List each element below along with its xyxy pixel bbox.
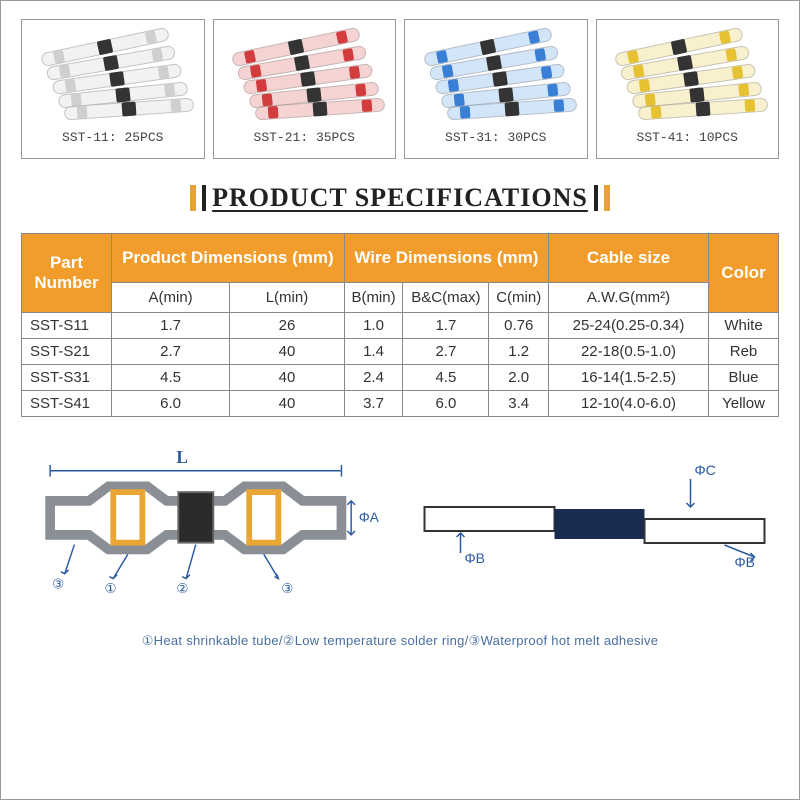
table-cell: 2.4 (344, 365, 403, 391)
callout-1: ① (105, 581, 117, 596)
title-bar-black-left (202, 185, 206, 211)
table-cell: 22-18(0.5-1.0) (549, 339, 709, 365)
product-card: SST-11: 25PCS (21, 19, 205, 159)
spec-table: Part Number Product Dimensions (mm) Wire… (21, 233, 779, 417)
table-cell: 4.5 (403, 365, 489, 391)
sub-b: B(min) (344, 283, 403, 313)
callout-3a: ③ (52, 576, 64, 591)
sub-a: A(min) (112, 283, 230, 313)
label-l: L (176, 447, 188, 467)
product-thumbnail-row: SST-11: 25PCS SST-21: 35PCS SST-31: 30PCS S… (21, 19, 779, 159)
label-phi-c: ΦC (695, 462, 716, 478)
diagram-legend: ①Heat shrinkable tube/②Low temperature s… (21, 633, 779, 649)
th-wire-dim: Wire Dimensions (mm) (344, 234, 548, 283)
product-image (409, 26, 583, 126)
table-cell: SST-S41 (22, 391, 112, 417)
table-row: SST-S416.0403.76.03.412-10(4.0-6.0)Yello… (22, 391, 779, 417)
table-cell: 1.7 (112, 313, 230, 339)
diagram-row: L ΦA (21, 445, 779, 615)
callout-2: ② (176, 581, 188, 596)
table-cell: 2.7 (112, 339, 230, 365)
page-title: PRODUCT SPECIFICATIONS (212, 183, 588, 213)
table-cell: SST-S31 (22, 365, 112, 391)
table-cell: 4.5 (112, 365, 230, 391)
product-image (601, 26, 775, 126)
table-cell: 3.4 (489, 391, 549, 417)
th-cable: Cable size (549, 234, 709, 283)
table-cell: 6.0 (112, 391, 230, 417)
sub-awg: A.W.G(mm²) (549, 283, 709, 313)
table-cell: 40 (230, 391, 345, 417)
title-bar-black-right (594, 185, 598, 211)
label-phi-b-left: ΦB (465, 550, 486, 566)
table-cell: 1.0 (344, 313, 403, 339)
title-bar-yellow-right (604, 185, 610, 211)
label-phi-a: ΦA (359, 510, 380, 525)
table-cell: 40 (230, 365, 345, 391)
connector-body (50, 486, 341, 549)
title-row: PRODUCT SPECIFICATIONS (21, 183, 779, 213)
product-label: SST-21: 35PCS (254, 130, 355, 145)
product-label: SST-41: 10PCS (637, 130, 738, 145)
diagram-connector: L ΦA (21, 445, 390, 615)
table-cell: 0.76 (489, 313, 549, 339)
product-label: SST-31: 30PCS (445, 130, 546, 145)
table-cell: 3.7 (344, 391, 403, 417)
table-cell: 1.7 (403, 313, 489, 339)
th-prod-dim: Product Dimensions (mm) (112, 234, 345, 283)
callout-3b: ③ (281, 581, 293, 596)
table-cell: 2.0 (489, 365, 549, 391)
th-part: Part Number (22, 234, 112, 313)
table-cell: 40 (230, 339, 345, 365)
table-cell: SST-S21 (22, 339, 112, 365)
table-cell: 1.2 (489, 339, 549, 365)
product-card: SST-31: 30PCS (404, 19, 588, 159)
product-label: SST-11: 25PCS (62, 130, 163, 145)
table-row: SST-S314.5402.44.52.016-14(1.5-2.5)Blue (22, 365, 779, 391)
th-color: Color (709, 234, 779, 313)
product-card: SST-21: 35PCS (213, 19, 397, 159)
table-cell: 26 (230, 313, 345, 339)
sub-l: L(min) (230, 283, 345, 313)
table-cell: 2.7 (403, 339, 489, 365)
table-cell: 12-10(4.0-6.0) (549, 391, 709, 417)
table-cell: Reb (709, 339, 779, 365)
table-cell: 1.4 (344, 339, 403, 365)
sub-c: C(min) (489, 283, 549, 313)
title-bar-yellow-left (190, 185, 196, 211)
table-row: SST-S111.7261.01.70.7625-24(0.25-0.34)Wh… (22, 313, 779, 339)
table-cell: Blue (709, 365, 779, 391)
table-cell: White (709, 313, 779, 339)
table-cell: SST-S11 (22, 313, 112, 339)
product-image (218, 26, 392, 126)
table-row: SST-S212.7401.42.71.222-18(0.5-1.0)Reb (22, 339, 779, 365)
table-cell: 25-24(0.25-0.34) (549, 313, 709, 339)
table-cell: 6.0 (403, 391, 489, 417)
table-cell: 16-14(1.5-2.5) (549, 365, 709, 391)
sub-bc: B&C(max) (403, 283, 489, 313)
product-image (26, 26, 200, 126)
product-card: SST-41: 10PCS (596, 19, 780, 159)
table-cell: Yellow (709, 391, 779, 417)
diagram-wire: ΦC ΦB ΦB (410, 445, 779, 615)
